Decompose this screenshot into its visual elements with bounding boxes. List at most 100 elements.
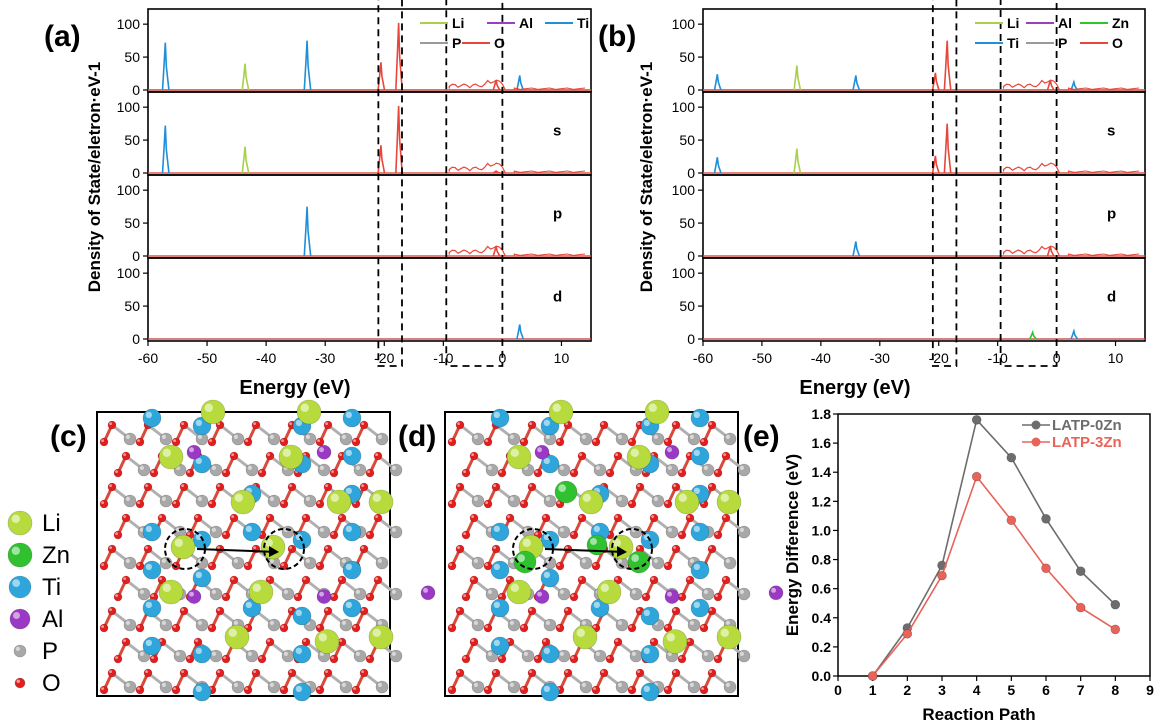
dos-a-ytick-label: 50 xyxy=(124,132,140,148)
dos-b-xtick-label: -60 xyxy=(693,350,713,366)
dos-b-vb-band xyxy=(1002,79,1061,91)
dos-a-ytick-label: 50 xyxy=(124,215,140,231)
struct-c-atom-O xyxy=(135,685,145,695)
key-ball-Ti xyxy=(8,575,32,599)
struct-c-atom-O xyxy=(113,592,123,602)
struct-d-atom-P-highlight xyxy=(617,558,623,564)
struct-d-atom-O-highlight xyxy=(615,453,618,456)
struct-d-atom-Ti xyxy=(690,522,710,542)
struct-d-atom-O xyxy=(707,482,717,492)
struct-d-atom-O-highlight xyxy=(499,594,502,597)
struct-c-site-end xyxy=(263,528,305,570)
struct-d-atom-P-highlight xyxy=(487,651,492,657)
struct-d-atom-O-highlight xyxy=(485,501,488,504)
struct-c-atom-O-highlight xyxy=(331,656,334,659)
struct-c-atom-P xyxy=(317,463,331,477)
struct-c-atom-P-highlight xyxy=(341,620,346,626)
struct-d-atom-O xyxy=(447,561,457,571)
e-point-LATP-0Zn xyxy=(1006,452,1017,463)
struct-d-atom-Al-highlight xyxy=(537,591,542,597)
e-point-LATP-3Zn xyxy=(937,570,947,581)
struct-d-atom-O-highlight xyxy=(715,594,718,597)
struct-d-atom-O-highlight xyxy=(615,639,618,642)
struct-c-atom-O-highlight xyxy=(217,670,221,673)
struct-d-atom-O xyxy=(713,468,723,478)
struct-d-atom-O-highlight xyxy=(715,532,718,535)
struct-c-atom-O-highlight xyxy=(231,515,235,518)
struct-d-atom-P-highlight xyxy=(667,651,673,657)
struct-d-atom-P xyxy=(615,494,629,508)
struct-c-atom-O xyxy=(365,468,375,478)
dos-a-ytick-label: 100 xyxy=(117,99,141,115)
struct-c-atom-O-highlight xyxy=(325,670,328,673)
dos-a-peak-O xyxy=(395,105,404,174)
struct-d-atom-O xyxy=(605,468,615,478)
struct-c-atom-O xyxy=(315,499,325,509)
dos-b-orbital-label: p xyxy=(1107,206,1116,223)
struct-d-atom-Li-highlight xyxy=(678,493,687,502)
struct-d-atom-O xyxy=(641,592,651,602)
struct-c-atom-O xyxy=(157,513,167,523)
dos-b-legend-label: O xyxy=(1112,35,1123,51)
struct-c-atom-O xyxy=(193,513,203,523)
struct-d-atom-P xyxy=(665,525,679,539)
struct-d-atom-Li-highlight xyxy=(630,448,639,457)
struct-d-atom-Al-highlight xyxy=(667,447,672,453)
struct-c-atom-O xyxy=(221,530,231,540)
struct-d-atom-O-highlight xyxy=(665,439,668,442)
struct-d-atom-O-highlight xyxy=(543,639,546,642)
struct-d-atom-O xyxy=(577,575,587,585)
struct-d-atom-Li xyxy=(626,444,652,470)
struct-c-atom-P-highlight xyxy=(211,527,216,533)
struct-c-atom-O xyxy=(99,623,109,633)
struct-c-atom-O xyxy=(171,499,181,509)
struct-c-atom-P-highlight xyxy=(391,527,396,533)
struct-d-atom-O xyxy=(699,623,709,633)
struct-d-atom-O xyxy=(663,561,673,571)
struct-c-atom-Al xyxy=(186,444,202,460)
dos-a-xlabel: Energy (eV) xyxy=(239,377,350,399)
key-label-Zn: Zn xyxy=(42,542,70,569)
struct-d-atom-O xyxy=(527,668,537,678)
struct-d-atom-O-highlight xyxy=(571,656,574,659)
struct-c-atom-P-highlight xyxy=(341,434,346,439)
struct-c-atom-Ti-highlight xyxy=(195,457,203,464)
dos-b-orbital-label: s xyxy=(1107,123,1115,140)
struct-c-atom-O xyxy=(221,592,231,602)
struct-d-atom-O xyxy=(519,623,529,633)
dos-a-legend-label: Li xyxy=(452,15,464,31)
struct-c-atom-P-highlight xyxy=(377,620,382,626)
struct-d-atom-O-highlight xyxy=(665,501,668,504)
struct-d-atom-Li-highlight xyxy=(522,538,531,547)
struct-d-atom-Li xyxy=(548,399,574,425)
struct-c-atom-O xyxy=(257,468,267,478)
struct-d-atom-O xyxy=(533,654,543,664)
struct-d-atom-O xyxy=(685,513,695,523)
dos-a-orbital-label: s xyxy=(553,123,561,140)
struct-d-atom-O xyxy=(577,513,587,523)
struct-c-atom-P xyxy=(159,556,173,570)
struct-d-atom-O xyxy=(591,561,601,571)
struct-c-atom-O xyxy=(287,668,297,678)
struct-d-atom-O-highlight xyxy=(679,470,682,473)
struct-c-atom-O-highlight xyxy=(245,563,249,566)
struct-c-atom-O-highlight xyxy=(159,515,163,518)
struct-c-atom-Ti xyxy=(342,408,362,428)
struct-c-atom-P xyxy=(375,556,389,570)
struct-c-atom-Li xyxy=(248,579,274,605)
struct-d-atom-P xyxy=(701,649,715,663)
e-point-LATP-3Zn xyxy=(1041,563,1051,574)
struct-d-atom-O xyxy=(527,420,537,430)
struct-d-atom-Ti xyxy=(490,560,510,580)
dos-b-ytick-label: 100 xyxy=(672,16,696,32)
struct-d-atom-P xyxy=(687,432,701,446)
struct-d-atom-Al xyxy=(664,589,680,604)
struct-d-atom-O-highlight xyxy=(521,625,524,628)
struct-c-atom-O-highlight xyxy=(353,625,356,628)
struct-c-atom-P xyxy=(267,494,281,508)
struct-d-atom-O-highlight xyxy=(651,639,654,642)
struct-d-atom-O-highlight xyxy=(709,484,712,487)
struct-d-atom-O-highlight xyxy=(463,470,466,473)
struct-c-atom-Ti-highlight xyxy=(295,609,302,616)
struct-d-atom-P-highlight xyxy=(545,496,551,501)
